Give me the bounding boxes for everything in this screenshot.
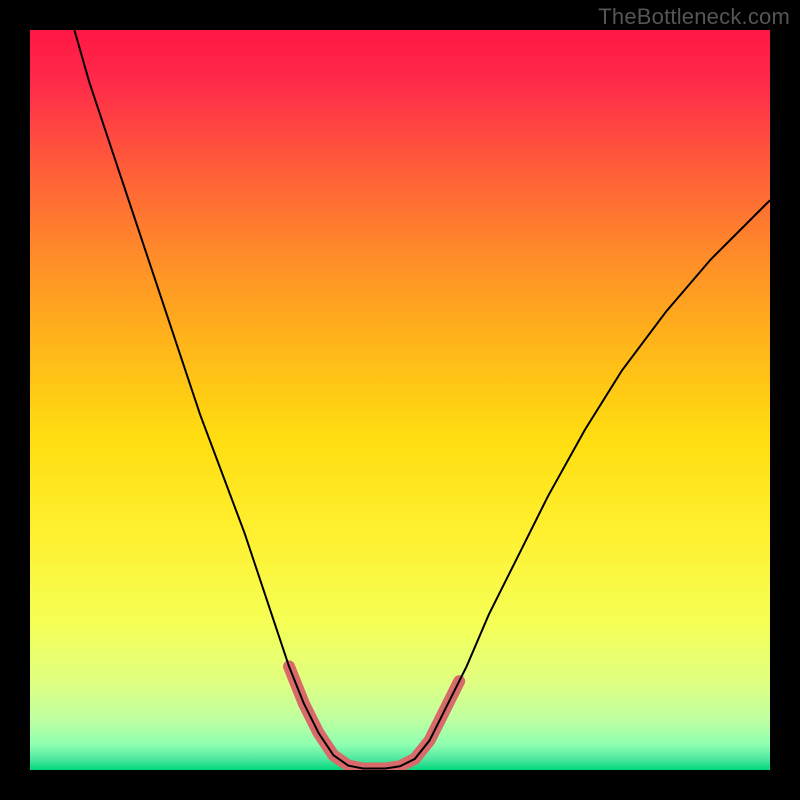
chart-container: TheBottleneck.com xyxy=(0,0,800,800)
plot-background xyxy=(30,30,770,770)
bottleneck-chart xyxy=(0,0,800,800)
watermark-text: TheBottleneck.com xyxy=(598,4,790,30)
